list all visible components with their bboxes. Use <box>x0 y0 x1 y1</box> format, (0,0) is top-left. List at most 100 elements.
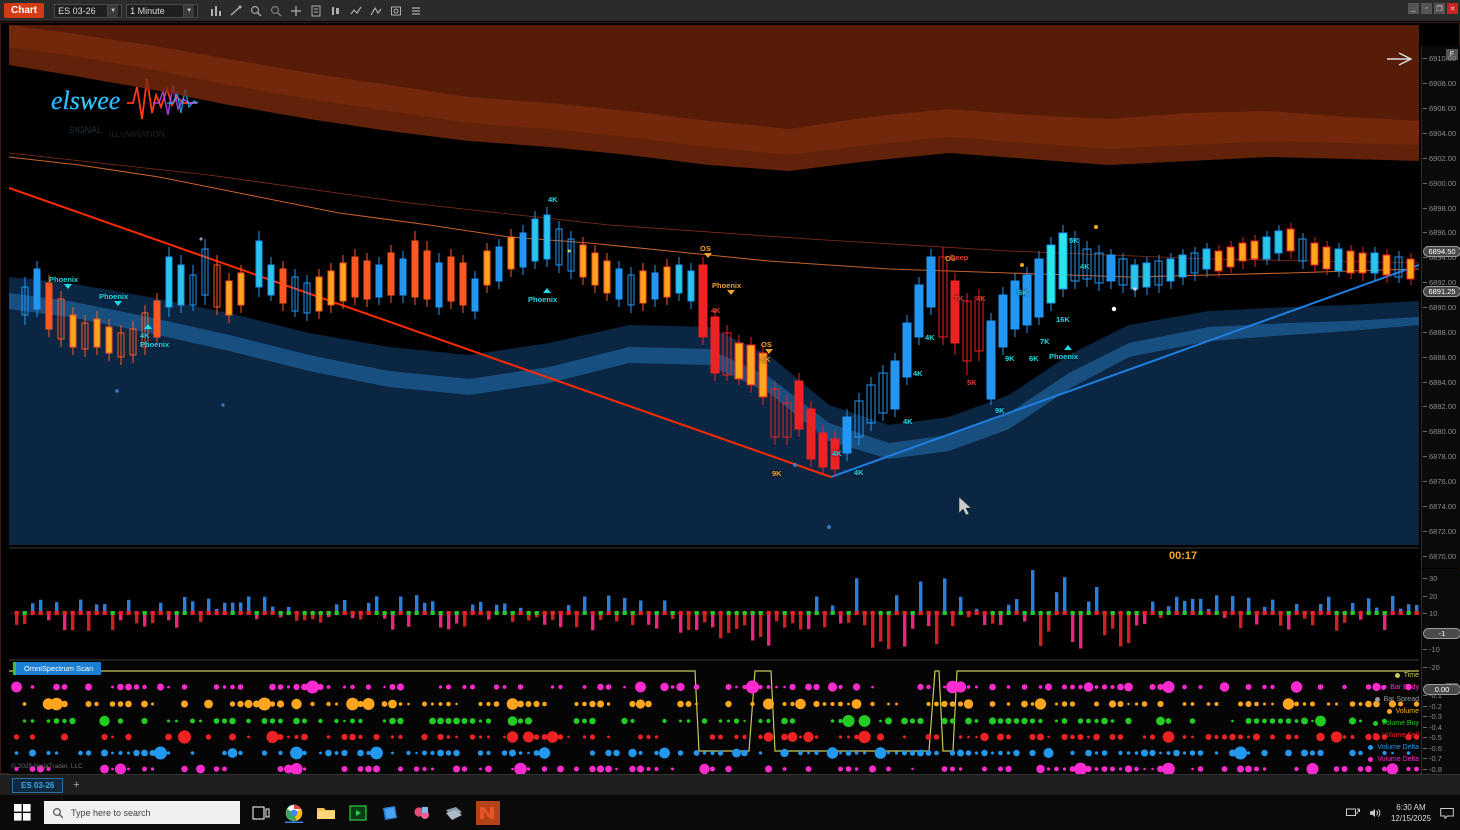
timeframe-selector[interactable]: 1 Minute ▼ <box>126 3 199 18</box>
maximize-button[interactable]: ▫ <box>1421 3 1432 14</box>
app-gray-icon[interactable] <box>444 803 464 823</box>
volume-delta-bar <box>223 602 227 613</box>
volume-current-value[interactable]: -1 <box>1423 627 1460 639</box>
chart-tab-es0326[interactable]: ES 03-26 <box>12 777 64 793</box>
bar-chart-icon[interactable] <box>210 5 222 17</box>
list-icon[interactable] <box>410 5 422 17</box>
scan-dot <box>266 730 279 744</box>
legend-label: Time <box>1403 671 1419 679</box>
taskbar-clock[interactable]: 6:30 AM 12/15/2025 <box>1391 802 1431 824</box>
ninjatrader-icon[interactable] <box>476 800 500 825</box>
start-button[interactable] <box>0 795 44 830</box>
scan-dot <box>111 767 114 771</box>
scan-axis-label: -0.1 <box>1429 691 1442 700</box>
scan-current-value[interactable]: 0.00 <box>1423 684 1460 695</box>
volume-delta-marker <box>1182 611 1187 615</box>
mouse-cursor-icon <box>958 496 972 516</box>
app-blue-icon[interactable] <box>380 803 400 823</box>
volume-delta-marker <box>414 611 419 615</box>
zoom-out-icon[interactable] <box>270 5 282 17</box>
scan-dot <box>1162 762 1175 775</box>
chart-app-badge[interactable]: Chart <box>4 3 45 18</box>
scan-dot <box>917 683 924 691</box>
price-axis-tick <box>1423 83 1427 85</box>
scan-dot <box>1125 717 1132 725</box>
scan-legend-item[interactable]: Time <box>1341 669 1419 681</box>
scan-dot <box>294 735 299 739</box>
price-axis[interactable]: F 6910.00 6908.00 6906.00 6904.00 6902.00 690… <box>1421 46 1460 568</box>
volume-axis[interactable]: 30 20 10 -10 -20 -1 <box>1421 569 1460 681</box>
scan-legend-item[interactable]: Volume <box>1341 705 1419 717</box>
scan-legend-item[interactable]: Volume Sell <box>1341 729 1419 741</box>
price-marker-bid[interactable]: 6891.25 <box>1423 285 1460 297</box>
snapshot-icon[interactable] <box>390 5 402 17</box>
drawing-icon[interactable] <box>370 5 382 17</box>
network-icon[interactable] <box>1345 807 1360 819</box>
chevron-down-icon[interactable]: ▼ <box>107 4 119 17</box>
volume-delta-bar <box>591 613 595 631</box>
chevron-down-icon[interactable]: ▼ <box>183 4 195 17</box>
chrome-icon[interactable] <box>284 803 304 823</box>
scan-dot <box>1285 734 1292 740</box>
notification-icon[interactable] <box>1440 807 1454 819</box>
price-axis-tick <box>1423 381 1427 383</box>
scan-dot <box>869 765 876 773</box>
scan-dot <box>422 750 427 756</box>
volume-delta-bar <box>455 613 459 624</box>
clock-date: 12/15/2025 <box>1390 813 1431 823</box>
file-explorer-icon[interactable] <box>316 803 336 823</box>
indicator-icon[interactable] <box>350 5 362 17</box>
volume-delta-marker <box>1134 611 1139 615</box>
chart-toolbar: Chart ES 03-26 ▼ 1 Minute ▼ _ ▫ ❐ ✕ <box>0 0 1460 22</box>
scan-dot <box>111 735 114 739</box>
line-tool-icon[interactable] <box>230 5 242 17</box>
crosshair-icon[interactable] <box>290 5 302 17</box>
scan-dot <box>1070 684 1075 690</box>
price-chart-pane[interactable]: Phoenix Phoenix 4K Phoenix 4K Phoenix OS Phoeni… <box>9 25 1419 562</box>
scan-dot <box>573 718 580 724</box>
close-button[interactable]: ✕ <box>1447 3 1458 14</box>
scan-axis-tick <box>1423 705 1427 707</box>
scan-dot <box>326 701 331 707</box>
volume-delta-marker <box>14 611 19 615</box>
scan-pane-tab[interactable]: OmniSpectrum Scan <box>13 662 102 675</box>
scan-dot <box>693 684 700 690</box>
volume-delta-bar <box>471 604 475 613</box>
volume-delta-bar <box>215 608 219 613</box>
scan-dot <box>278 718 283 724</box>
restore-button[interactable]: ❐ <box>1434 3 1445 14</box>
minimize-button[interactable]: _ <box>1408 3 1419 14</box>
scan-legend-item[interactable]: Bar Body <box>1341 681 1419 693</box>
add-tab-button[interactable]: + <box>73 779 80 791</box>
scan-dot <box>998 766 1003 772</box>
scan-legend-item[interactable]: Volume Delta <box>1341 753 1419 765</box>
scan-legend-item[interactable]: Volume Delta <box>1341 741 1419 753</box>
scan-legend-item[interactable]: Bar Spread <box>1341 693 1419 705</box>
taskbar-search-box[interactable]: Type here to search <box>44 801 240 824</box>
scan-legend-item[interactable]: Volume Buy <box>1341 717 1419 729</box>
price-axis-f-badge[interactable]: F <box>1446 49 1458 60</box>
price-marker-last[interactable]: 6894.50 <box>1423 245 1460 257</box>
scan-dot <box>795 698 806 710</box>
app-pink-icon[interactable] <box>412 803 432 823</box>
instrument-selector[interactable]: ES 03-26 ▼ <box>54 3 123 18</box>
bars-icon[interactable] <box>330 5 342 17</box>
scan-dot <box>85 750 92 756</box>
omnispectrum-scan-pane[interactable] <box>9 659 1419 775</box>
volume-delta-bar <box>1399 608 1403 613</box>
scan-dot <box>659 747 670 759</box>
zoom-in-icon[interactable] <box>250 5 262 17</box>
data-box-icon[interactable] <box>310 5 322 17</box>
scan-dot <box>469 718 476 724</box>
volume-icon[interactable] <box>1369 807 1382 819</box>
scan-dot <box>1330 731 1343 743</box>
app-green-icon[interactable] <box>348 803 368 823</box>
volume-delta-marker <box>110 611 115 615</box>
scan-dot <box>847 702 850 706</box>
volume-delta-marker <box>1254 611 1259 615</box>
volume-delta-pane[interactable] <box>9 547 1419 657</box>
chart-annotation: 5K <box>761 355 771 364</box>
scan-dot <box>141 749 148 757</box>
volume-delta-bar <box>1263 606 1267 613</box>
task-view-icon[interactable] <box>252 803 272 823</box>
